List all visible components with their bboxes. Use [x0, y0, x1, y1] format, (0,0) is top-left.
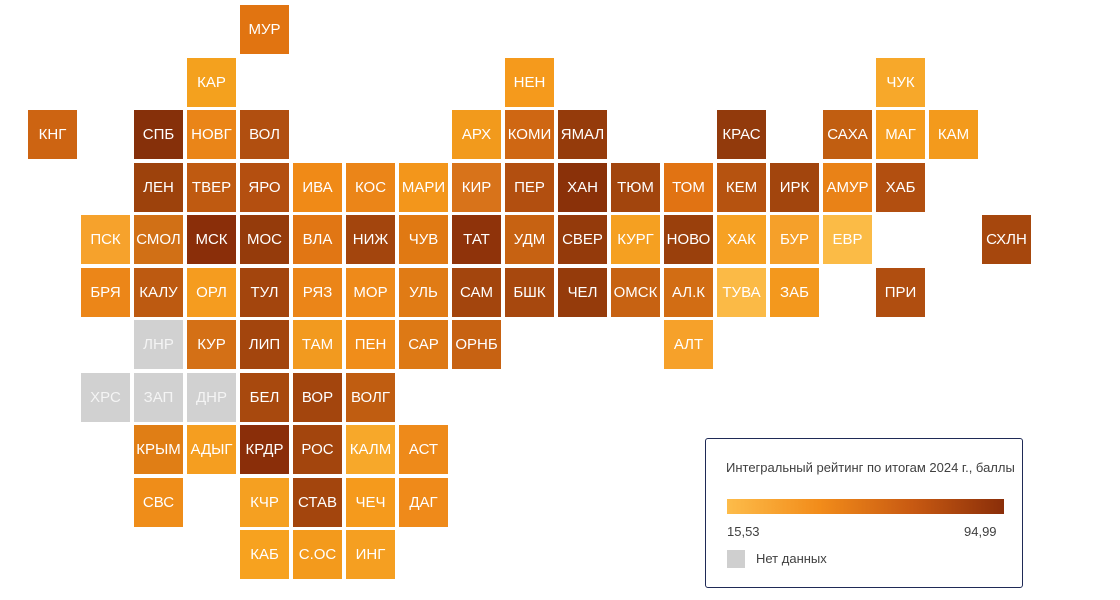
region-tile[interactable]: СПБ	[134, 110, 183, 159]
region-tile[interactable]: ТОМ	[664, 163, 713, 212]
region-tile[interactable]: СМОЛ	[134, 215, 183, 264]
region-tile[interactable]: ХАК	[717, 215, 766, 264]
region-tile[interactable]: ТАТ	[452, 215, 501, 264]
region-tile[interactable]: КАМ	[929, 110, 978, 159]
region-tile[interactable]: КРЫМ	[134, 425, 183, 474]
region-tile[interactable]: КАБ	[240, 530, 289, 579]
region-tile[interactable]: МАРИ	[399, 163, 448, 212]
region-tile[interactable]: СТАВ	[293, 478, 342, 527]
legend-gradient-bar	[727, 499, 1004, 514]
region-tile[interactable]: ОМСК	[611, 268, 660, 317]
region-tile[interactable]: ИНГ	[346, 530, 395, 579]
region-tile[interactable]: РЯЗ	[293, 268, 342, 317]
region-tile[interactable]: УЛЬ	[399, 268, 448, 317]
region-tile[interactable]: ЗАБ	[770, 268, 819, 317]
region-tile[interactable]: ХАН	[558, 163, 607, 212]
region-tile[interactable]: С.ОС	[293, 530, 342, 579]
region-tile[interactable]: АДЫГ	[187, 425, 236, 474]
region-tile[interactable]: СХЛН	[982, 215, 1031, 264]
region-tile[interactable]: ДАГ	[399, 478, 448, 527]
region-tile[interactable]: БШК	[505, 268, 554, 317]
region-tile[interactable]: ПРИ	[876, 268, 925, 317]
region-tile[interactable]: СВС	[134, 478, 183, 527]
region-tile[interactable]: НОВГ	[187, 110, 236, 159]
region-tile[interactable]: КЕМ	[717, 163, 766, 212]
region-tile[interactable]: ХРС	[81, 373, 130, 422]
region-tile[interactable]: КРДР	[240, 425, 289, 474]
region-tile[interactable]: УДМ	[505, 215, 554, 264]
region-tile[interactable]: МАГ	[876, 110, 925, 159]
region-tile[interactable]: ЛНР	[134, 320, 183, 369]
legend-nodata-label: Нет данных	[756, 551, 827, 566]
region-tile[interactable]: МУР	[240, 5, 289, 54]
region-tile[interactable]: АСТ	[399, 425, 448, 474]
region-tile[interactable]: ТВЕР	[187, 163, 236, 212]
region-tile[interactable]: КАЛМ	[346, 425, 395, 474]
region-tile[interactable]: ПЕР	[505, 163, 554, 212]
region-tile[interactable]: ИВА	[293, 163, 342, 212]
region-tile[interactable]: АЛ.К	[664, 268, 713, 317]
region-tile[interactable]: ЧЕЛ	[558, 268, 607, 317]
legend-nodata-swatch	[727, 550, 745, 568]
region-tile[interactable]: КЧР	[240, 478, 289, 527]
region-tile[interactable]: КИР	[452, 163, 501, 212]
region-tile[interactable]: БРЯ	[81, 268, 130, 317]
region-tile[interactable]: ОРЛ	[187, 268, 236, 317]
region-tile[interactable]: ТУВА	[717, 268, 766, 317]
region-tile[interactable]: ВОЛ	[240, 110, 289, 159]
region-tile[interactable]: МСК	[187, 215, 236, 264]
region-tile[interactable]: КОМИ	[505, 110, 554, 159]
region-tile[interactable]: БЕЛ	[240, 373, 289, 422]
region-tile[interactable]: МОС	[240, 215, 289, 264]
region-tile[interactable]: САР	[399, 320, 448, 369]
region-tile[interactable]: ТАМ	[293, 320, 342, 369]
region-tile[interactable]: САХА	[823, 110, 872, 159]
region-tile[interactable]: РОС	[293, 425, 342, 474]
region-tile[interactable]: ПСК	[81, 215, 130, 264]
region-tile[interactable]: КУРГ	[611, 215, 660, 264]
region-tile[interactable]: КРАС	[717, 110, 766, 159]
region-tile[interactable]: ВЛА	[293, 215, 342, 264]
legend-min-label: 15,53	[727, 524, 760, 539]
region-tile[interactable]: БУР	[770, 215, 819, 264]
region-tile[interactable]: КНГ	[28, 110, 77, 159]
region-tile[interactable]: ТУЛ	[240, 268, 289, 317]
region-tile[interactable]: ИРК	[770, 163, 819, 212]
region-tile[interactable]: ОРНБ	[452, 320, 501, 369]
region-tile[interactable]: ВОЛГ	[346, 373, 395, 422]
region-tile[interactable]: ДНР	[187, 373, 236, 422]
region-tile[interactable]: АЛТ	[664, 320, 713, 369]
region-tile[interactable]: ВОР	[293, 373, 342, 422]
region-tile[interactable]: НИЖ	[346, 215, 395, 264]
region-tile[interactable]: ЯМАЛ	[558, 110, 607, 159]
region-tile[interactable]: ХАБ	[876, 163, 925, 212]
region-tile[interactable]: ЛЕН	[134, 163, 183, 212]
region-tile[interactable]: КОС	[346, 163, 395, 212]
legend-title: Интегральный рейтинг по итогам 2024 г., …	[726, 460, 1015, 475]
region-tile[interactable]: АРХ	[452, 110, 501, 159]
region-tile[interactable]: НОВО	[664, 215, 713, 264]
region-tile[interactable]: ТЮМ	[611, 163, 660, 212]
region-tile[interactable]: ЧУК	[876, 58, 925, 107]
region-tile[interactable]: КУР	[187, 320, 236, 369]
region-tile[interactable]: КАР	[187, 58, 236, 107]
region-tile[interactable]: САМ	[452, 268, 501, 317]
region-tile[interactable]: НЕН	[505, 58, 554, 107]
region-tile[interactable]: ПЕН	[346, 320, 395, 369]
legend-box: Интегральный рейтинг по итогам 2024 г., …	[705, 438, 1023, 588]
legend-max-label: 94,99	[964, 524, 997, 539]
region-tile[interactable]: МОР	[346, 268, 395, 317]
region-tile[interactable]: ЯРО	[240, 163, 289, 212]
region-tile[interactable]: ЧУВ	[399, 215, 448, 264]
region-tile[interactable]: АМУР	[823, 163, 872, 212]
region-tile[interactable]: ЕВР	[823, 215, 872, 264]
region-tile[interactable]: ЧЕЧ	[346, 478, 395, 527]
region-tile[interactable]: СВЕР	[558, 215, 607, 264]
region-tile[interactable]: ЛИП	[240, 320, 289, 369]
region-tile[interactable]: ЗАП	[134, 373, 183, 422]
region-tile[interactable]: КАЛУ	[134, 268, 183, 317]
